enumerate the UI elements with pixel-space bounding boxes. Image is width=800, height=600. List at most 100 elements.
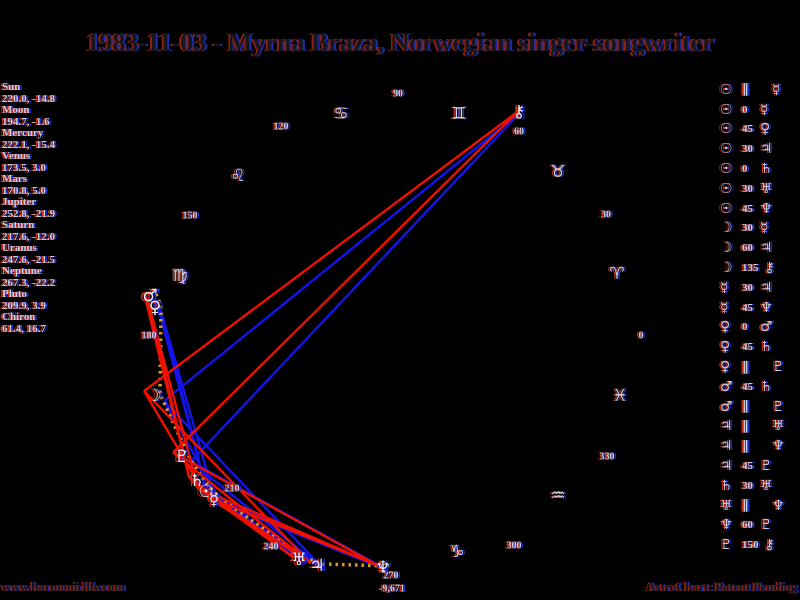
zodiac-cancer-icon: ♋: [333, 104, 349, 124]
aspect-row: ☉ 30 ♃: [720, 139, 798, 159]
parallel-aspect-icon: ∥: [742, 498, 749, 514]
aspect-planet1-icon: ☉: [720, 200, 733, 217]
chart-title: 1983-11-03 - Myrna Braza, Norwegian sing…: [86, 28, 714, 57]
aspect-row: ☿ 45 ♆: [720, 298, 798, 318]
degree-label-180: 180: [141, 330, 157, 342]
planet-name: Mars: [2, 173, 28, 185]
aspect-row: ☽ 30 ☿: [720, 219, 798, 239]
aspect-angle: 60: [742, 242, 753, 255]
planet-name: Mercury: [2, 127, 44, 139]
aspect-angle: 30: [742, 222, 753, 235]
planet-path-dotted-line: [154, 293, 390, 568]
aspect-planet1-icon: ♆: [720, 517, 733, 534]
aspect-planet2-icon: ♄: [760, 378, 773, 395]
planet-position-list: Sun 220.0, -14.8 Moon 194.7, -1.6 Mercury 222…: [2, 81, 56, 335]
aspect-planet1-icon: ☽: [720, 220, 733, 237]
aspect-angle: 0: [742, 321, 748, 334]
aspect-angle: 60: [742, 519, 753, 532]
aspect-planet2-icon: ♃: [760, 240, 773, 257]
aspect-row: ☽ 135 ⚷: [720, 258, 798, 278]
degree-label-330: 330: [599, 451, 615, 463]
zodiac-aries-icon: ♈: [609, 264, 625, 284]
planet-saturn-icon: ♄: [189, 471, 205, 491]
planet-venus-icon: ♀: [148, 298, 162, 318]
aspect-line-red-Mars-Saturn: [142, 292, 191, 478]
aspect-line-red-Moon-Mercury: [142, 390, 208, 497]
brand-label: AstroChart: Patent Pending: [646, 580, 797, 594]
zodiac-virgo-icon: ♍: [172, 266, 188, 286]
parallel-aspect-icon: ∥: [742, 418, 749, 434]
planet-coords: 209.9, 3.9: [2, 299, 46, 312]
aspect-line-red-Mercury-Neptune: [205, 494, 379, 567]
zodiac-capricorn-icon: ♑: [449, 542, 465, 562]
aspect-planet1-icon: ☉: [720, 101, 733, 118]
aspect-line-blue-Pluto-Chiron: [190, 111, 521, 463]
aspect-planet1-icon: ☉: [720, 180, 733, 197]
website-link[interactable]: www.harmoniclife.com: [2, 580, 125, 594]
aspect-planet1-icon: ☉: [720, 141, 733, 158]
aspect-planet1-icon: ☉: [720, 81, 733, 98]
aspect-planet1-icon: ☽: [720, 260, 733, 277]
aspect-planet2-icon: ♇: [772, 359, 785, 376]
aspect-planet2-icon: ⚷: [764, 260, 775, 277]
aspect-angle: 30: [742, 143, 753, 156]
planet-name: Pluto: [2, 288, 28, 300]
aspect-planet1-icon: ♀: [720, 339, 731, 356]
aspect-angle: 45: [742, 341, 753, 354]
planet-coords: 194.7, -1.6: [2, 115, 50, 128]
aspect-angle: 45: [742, 460, 753, 473]
planet-coords: 252.8, -21.9: [2, 207, 56, 220]
aspect-row: ☉ 0 ♄: [720, 159, 798, 179]
zodiac-aquarius-icon: ♒: [550, 486, 566, 506]
aspect-angle: 135: [742, 262, 759, 275]
zodiac-taurus-icon: ♉: [550, 162, 566, 182]
aspect-planet1-icon: ♇: [720, 537, 733, 554]
aspect-row: ♂ ∥ ♇: [720, 397, 798, 417]
aspect-planet2-icon: ♇: [760, 458, 773, 475]
aspect-planet2-icon: ♃: [760, 141, 773, 158]
aspect-row: ♃ 45 ♇: [720, 456, 798, 476]
aspect-planet2-icon: ♅: [760, 180, 773, 197]
aspect-line-red-Moon-Jupiter: [143, 390, 311, 564]
aspect-table: ☉ ∥ ☿ ☉ 0 ☿ ☉ 45 ♀ ☉ 30 ♃ ☉ 0 ♄ ☉ 30 ♅ ☉ 45 ♆ ☽ 30 ☿ ☽ 60 ♃ ☽ 135 ⚷ ☿ 3…: [720, 80, 798, 555]
planet-sun-icon: ☉: [198, 482, 214, 502]
degree-label-240: 240: [263, 541, 279, 553]
aspect-line-red-Pluto-Chiron: [172, 110, 519, 454]
aspect-planet1-icon: ♀: [720, 319, 731, 336]
aspect-angle: 150: [742, 539, 759, 552]
aspect-planet2-icon: ⚷: [764, 537, 775, 554]
aspect-planet1-icon: ☿: [720, 279, 729, 296]
aspect-planet1-icon: ☽: [720, 240, 733, 257]
aspect-line-red-Moon-Chiron: [143, 110, 519, 392]
degree-label-210: 210: [224, 483, 240, 495]
aspect-angle: 45: [742, 123, 753, 136]
aspect-planet2-icon: ♅: [760, 477, 773, 494]
aspect-angle: 30: [742, 281, 753, 294]
aspect-planet1-icon: ☿: [720, 299, 729, 316]
degree-label-60: 60: [514, 126, 524, 138]
planet-chiron-icon: ⚷: [512, 102, 526, 122]
planet-mars-icon: ♂: [142, 286, 158, 306]
aspect-angle: 45: [742, 380, 753, 393]
aspect-angle: 0: [742, 103, 748, 116]
aspect-planet1-icon: ♂: [720, 398, 733, 415]
aspect-planet2-icon: ♇: [772, 398, 785, 415]
planet-name: Uranus: [2, 242, 37, 254]
aspect-planet2-icon: ♀: [760, 121, 771, 138]
aspect-row: ☉ ∥ ☿: [720, 80, 798, 100]
aspect-row: ♄ 30 ♅: [720, 476, 798, 496]
aspect-row: ♂ 45 ♄: [720, 377, 798, 397]
parallel-aspect-icon: ∥: [742, 438, 749, 454]
aspect-planet1-icon: ♂: [720, 378, 733, 395]
aspect-planet1-icon: ♅: [720, 497, 733, 514]
aspect-planet2-icon: ♅: [772, 418, 785, 435]
aspect-planet1-icon: ☉: [720, 161, 733, 178]
aspect-line-blue-Moon-Chiron: [163, 111, 521, 402]
planet-coords: 220.0, -14.8: [2, 92, 56, 105]
aspect-planet1-icon: ♃: [720, 438, 733, 455]
aspect-planet1-icon: ♃: [720, 418, 733, 435]
aspect-planet2-icon: ♇: [760, 517, 773, 534]
aspect-planet2-icon: ♆: [772, 497, 785, 514]
